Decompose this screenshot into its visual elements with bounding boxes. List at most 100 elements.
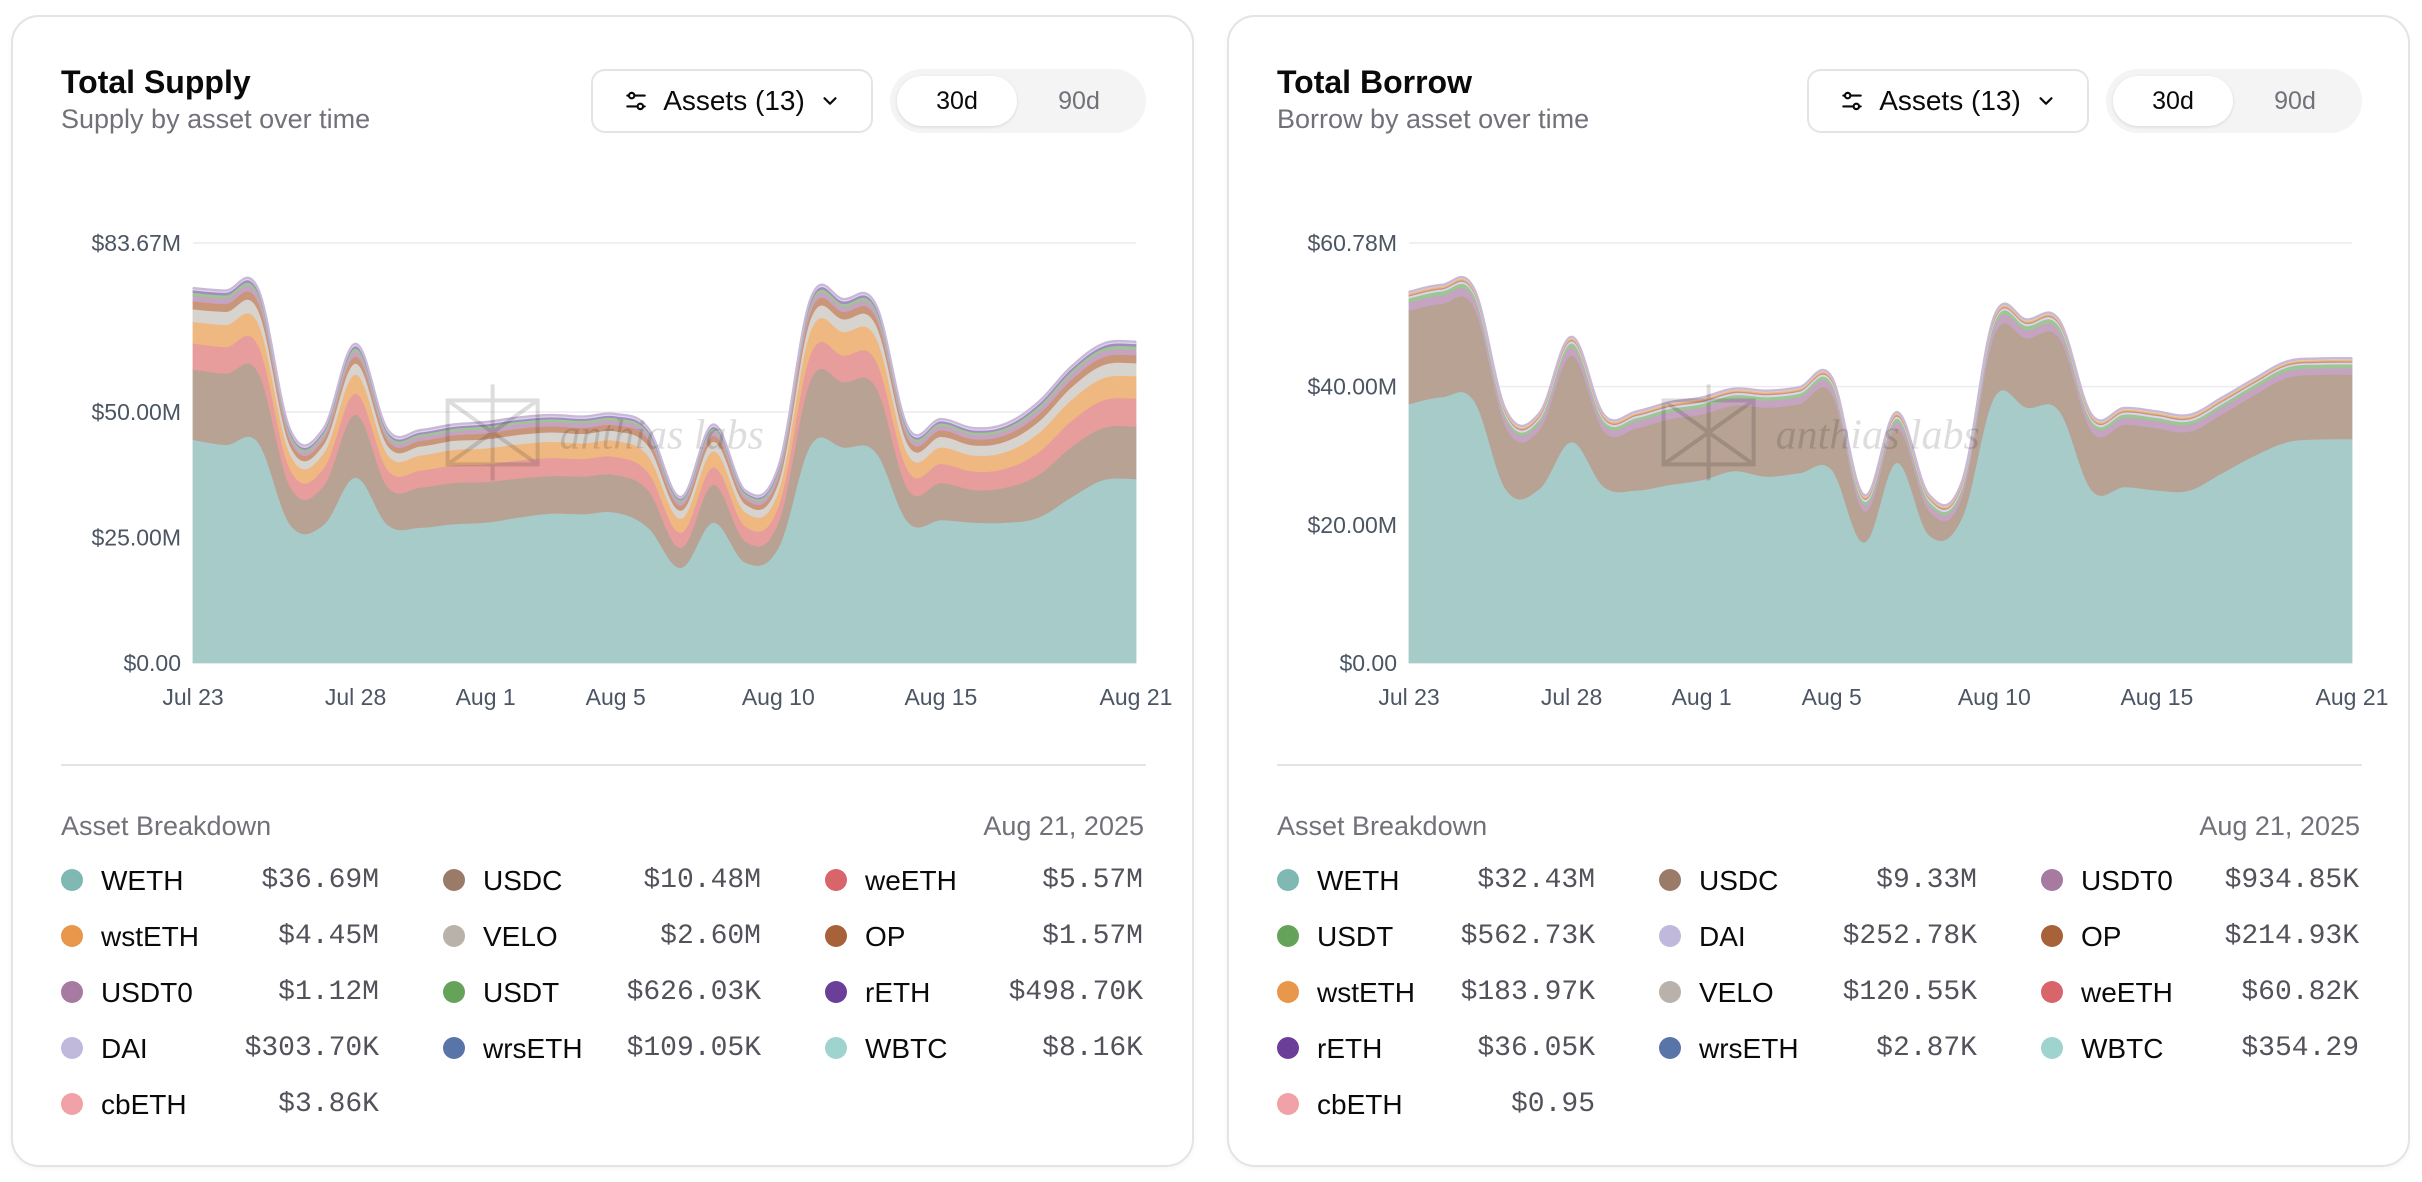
legend-value: $626.03K (626, 977, 761, 1008)
legend-swatch (1659, 1037, 1681, 1059)
legend-swatch (61, 1093, 83, 1115)
range-30d-option[interactable]: 30d (2113, 76, 2233, 126)
legend-item-wrseth: wrsETH $2.87K (1659, 1027, 1977, 1067)
legend-item-usdc: USDC $10.48M (443, 859, 761, 899)
range-90d-option[interactable]: 90d (1058, 86, 1100, 115)
legend-name: USDT0 (2081, 865, 2173, 896)
range-toggle: 30d 90d (890, 69, 1146, 133)
legend-value: $0.95 (1510, 1089, 1595, 1120)
watermark-text: anthias labs (560, 412, 764, 458)
legend-name: VELO (483, 921, 558, 952)
legend-name: weETH (2081, 977, 2173, 1008)
legend-swatch (825, 1037, 847, 1059)
range-30d-option[interactable]: 30d (897, 76, 1017, 126)
legend-item-wsteth: wstETH $4.45M (61, 915, 379, 955)
legend-name: OP (2081, 921, 2122, 952)
legend-value: $3.86K (278, 1089, 379, 1120)
legend-value: $10.48M (643, 865, 761, 896)
card-title: Total Borrow (1277, 64, 1472, 100)
x-tick-label: Aug 15 (2120, 684, 2193, 710)
x-tick-label: Jul 23 (162, 684, 223, 710)
legend-value: $32.43M (1477, 865, 1595, 896)
range-90d-option[interactable]: 90d (2274, 86, 2316, 115)
legend-item-wbtc: WBTC $354.29 (2041, 1027, 2359, 1067)
legend-swatch (825, 925, 847, 947)
legend-name: VELO (1699, 977, 1774, 1008)
legend-name: cbETH (1317, 1089, 1403, 1120)
legend-name: rETH (1317, 1033, 1383, 1064)
total-borrow-card: Total Borrow Borrow by asset over time A… (1227, 15, 2410, 1167)
y-tick-label: $50.00M (91, 399, 181, 425)
supply-area-chart: $83.67M $50.00M $25.00M $0.00 anthias labs Ju… (91, 230, 1172, 710)
watermark: anthias labs (1661, 384, 1980, 481)
legend-value: $183.97K (1460, 977, 1595, 1008)
breakdown-date: Aug 21, 2025 (2199, 811, 2360, 841)
legend-swatch (61, 925, 83, 947)
chevron-down-icon (2039, 97, 2053, 105)
legend-item-cbeth: cbETH $3.86K (61, 1083, 379, 1123)
legend-item-weth: WETH $32.43M (1277, 859, 1595, 899)
x-tick-label: Jul 28 (1541, 684, 1602, 710)
x-tick-label: Aug 10 (1958, 684, 2031, 710)
y-tick-label: $20.00M (1307, 512, 1397, 538)
divider (61, 764, 1146, 766)
breakdown-date: Aug 21, 2025 (983, 811, 1144, 841)
legend-swatch (2041, 869, 2063, 891)
legend-item-op: OP $214.93K (2041, 915, 2359, 955)
legend-swatch (825, 981, 847, 1003)
assets-filter-button[interactable]: Assets (13) (591, 69, 873, 133)
legend-swatch (61, 981, 83, 1003)
legend-item-usdt0: USDT0 $934.85K (2041, 859, 2359, 899)
legend-swatch (1659, 925, 1681, 947)
legend-swatch (1277, 925, 1299, 947)
legend-swatch (2041, 981, 2063, 1003)
legend-item-reth: rETH $498.70K (825, 971, 1143, 1011)
legend-name: WBTC (865, 1033, 948, 1064)
legend-swatch (1277, 1037, 1299, 1059)
legend-value: $214.93K (2224, 921, 2359, 952)
legend-swatch (825, 869, 847, 891)
x-tick-label: Aug 10 (742, 684, 815, 710)
legend-item-wrseth: wrsETH $109.05K (443, 1027, 761, 1067)
legend-value: $1.12M (278, 977, 379, 1008)
watermark: anthias labs (445, 384, 764, 481)
assets-filter-label: Assets (13) (1879, 85, 2021, 116)
x-tick-label: Aug 1 (456, 684, 516, 710)
legend-swatch (2041, 1037, 2063, 1059)
range-toggle: 30d 90d (2106, 69, 2362, 133)
legend-name: WBTC (2081, 1033, 2164, 1064)
legend-swatch (443, 1037, 465, 1059)
legend-value: $9.33M (1876, 865, 1977, 896)
legend-name: DAI (101, 1033, 148, 1064)
legend-name: USDC (483, 865, 563, 896)
legend-item-op: OP $1.57M (825, 915, 1143, 955)
divider (1277, 764, 2362, 766)
legend-name: wstETH (1317, 977, 1415, 1008)
legend-item-dai: DAI $252.78K (1659, 915, 1977, 955)
legend-name: wstETH (101, 921, 199, 952)
stack-top-outline (1408, 275, 2353, 507)
assets-filter-button[interactable]: Assets (13) (1807, 69, 2089, 133)
x-tick-label: Aug 1 (1672, 684, 1732, 710)
legend-item-wsteth: wstETH $183.97K (1277, 971, 1595, 1011)
legend-value: $5.57M (1042, 865, 1143, 896)
y-tick-label: $60.78M (1307, 230, 1397, 256)
x-tick-label: Jul 28 (325, 684, 386, 710)
legend-swatch (1277, 1093, 1299, 1115)
legend-swatch (1277, 981, 1299, 1003)
legend-item-weth: WETH $36.69M (61, 859, 379, 899)
x-tick-label: Aug 5 (1802, 684, 1862, 710)
legend-name: WETH (1317, 865, 1400, 896)
legend-value: $934.85K (2224, 865, 2359, 896)
legend-swatch (443, 869, 465, 891)
legend-item-usdt: USDT $562.73K (1277, 915, 1595, 955)
legend-name: weETH (865, 865, 957, 896)
legend-item-dai: DAI $303.70K (61, 1027, 379, 1067)
legend-name: USDT (1317, 921, 1394, 952)
legend-item-weeth: weETH $5.57M (825, 859, 1143, 899)
sliders-icon (626, 91, 646, 111)
sliders-icon (1842, 91, 1862, 111)
legend-name: WETH (101, 865, 184, 896)
legend-name: rETH (865, 977, 931, 1008)
legend-name: USDT (483, 977, 560, 1008)
